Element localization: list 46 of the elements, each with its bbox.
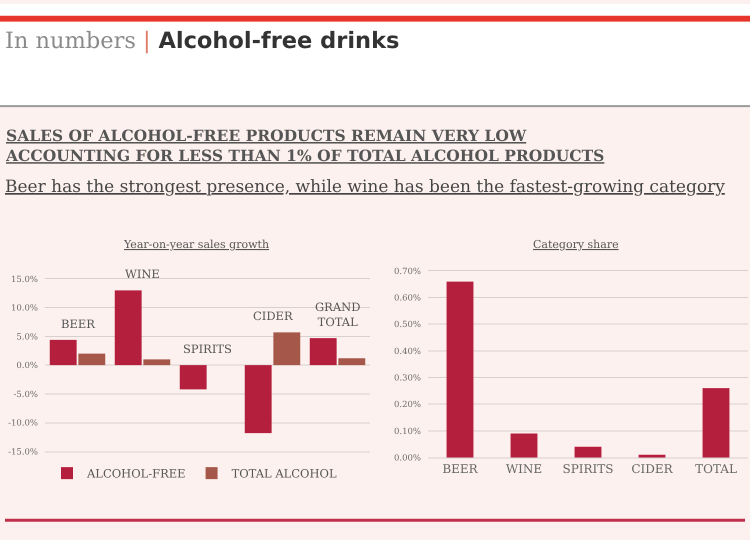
x-tick-label: SPIRITS [562,462,614,476]
bar [114,290,142,366]
chart-title: Year-on-year sales growth [123,238,270,251]
legend-label: TOTAL ALCOHOL [232,466,337,481]
x-tick-label: CIDER [631,462,674,476]
text: Beer has the strongest presence, while wine has been the fastest-growing category [5,177,726,197]
y-tick-label: 0.60% [394,294,421,304]
y-tick-label: -15.0% [8,448,38,458]
bar [244,365,272,434]
text: In numbers | Alcohol-free drinks [5,28,400,54]
x-tick-label: WINE [125,267,160,281]
y-tick-label: 0.00% [394,453,421,464]
legend-label: ALCOHOL-FREE [86,466,186,481]
bar [638,454,666,458]
bar [143,359,170,366]
chart-title: Category share [533,238,619,251]
y-tick-label: -10.0% [8,418,38,429]
y-tick-label: 0.10% [394,426,421,437]
bar [180,365,207,390]
y-tick-label: 15.0% [10,274,38,285]
bar [273,332,300,366]
x-tick-label: BEER [442,462,479,476]
bar [78,354,106,366]
bar [310,338,337,366]
y-tick-label: 0.40% [394,346,421,357]
x-tick-label: SPIRITS [183,342,232,356]
x-tick-label: TOTAL [695,462,737,476]
x-tick-label: CIDER [253,309,293,323]
y-tick-label: 0.50% [394,320,421,330]
bar [446,282,474,458]
bar [510,433,538,458]
y-tick-label: 0.30% [394,374,421,384]
y-tick-label: 0.0% [16,361,38,372]
bar [702,388,730,458]
text: SALES OF ALCOHOL-FREE PRODUCTS REMAIN VERY LOW ACCOUNTING FOR LESS THAN 1% OF TOTAL ALCOHOL PRODUCTS [5,126,604,166]
bar [574,446,602,458]
x-tick-label: GRAND TOTAL [315,300,360,329]
y-tick-label: 5.0% [16,332,38,342]
x-tick-label: WINE [506,462,542,476]
y-tick-label: 10.0% [10,304,38,314]
y-tick-label: 0.20% [394,400,421,410]
y-tick-label: -5.0% [14,390,38,400]
y-tick-label: 0.70% [394,266,421,277]
bar [338,358,366,366]
x-tick-label: BEER [61,317,96,331]
bar [50,340,77,366]
